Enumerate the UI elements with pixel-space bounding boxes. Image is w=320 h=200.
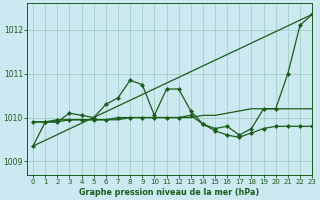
X-axis label: Graphe pression niveau de la mer (hPa): Graphe pression niveau de la mer (hPa)	[79, 188, 260, 197]
